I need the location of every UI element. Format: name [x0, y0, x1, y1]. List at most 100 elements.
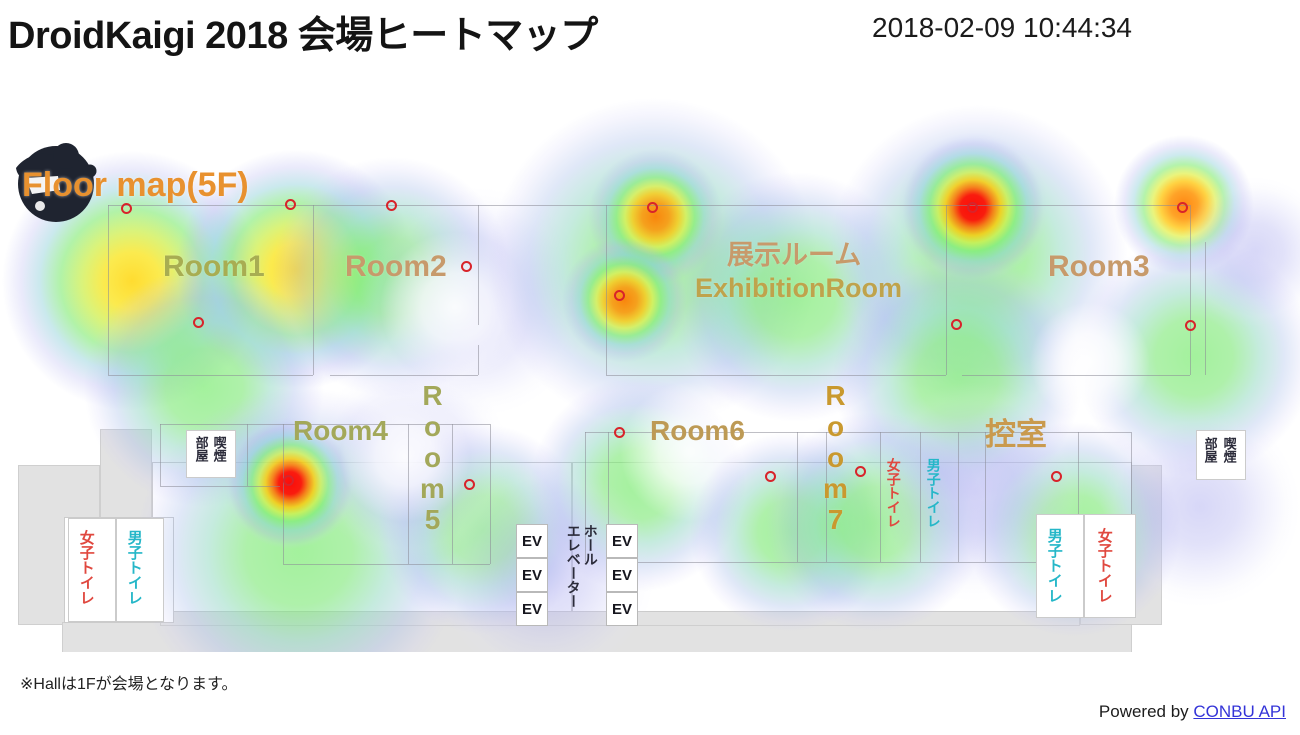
smoking-room-right-label-part1: 部屋 — [1202, 437, 1218, 463]
elevator-hall-label-1: エレベーター — [565, 524, 582, 608]
floor-map-label: Floor map(5F) — [22, 166, 249, 204]
wall — [452, 424, 453, 564]
wall — [585, 432, 586, 562]
room-label-room2: Room2 — [345, 250, 447, 283]
wall — [1205, 242, 1206, 375]
toilet-women-left-box[interactable] — [68, 518, 116, 622]
wall — [985, 432, 986, 562]
wall — [160, 424, 490, 425]
wall — [880, 432, 881, 562]
wall — [478, 205, 479, 325]
elevator-left-2[interactable]: EV — [516, 558, 548, 592]
sensor-dot[interactable] — [283, 475, 294, 486]
room-label-exhibition-jp: 展示ルーム — [727, 240, 862, 270]
wall — [962, 375, 1190, 376]
conbu-api-link[interactable]: CONBU API — [1193, 702, 1286, 721]
toilet-men-left: 男子トイレ — [125, 530, 143, 605]
sensor-dot[interactable] — [1177, 202, 1188, 213]
wall — [108, 375, 313, 376]
room-label-room3: Room3 — [1048, 250, 1150, 283]
page-title: DroidKaigi 2018 会場ヒートマップ — [8, 15, 598, 57]
sensor-dot[interactable] — [951, 319, 962, 330]
smoking-room-left-label-part2: 喫煙 — [211, 436, 227, 462]
sensor-dot[interactable] — [1185, 320, 1196, 331]
sensor-dot[interactable] — [647, 202, 658, 213]
sensor-dot[interactable] — [765, 471, 776, 482]
powered-by: Powered by CONBU API — [1099, 702, 1286, 722]
sensor-dot[interactable] — [193, 317, 204, 328]
wall — [330, 375, 478, 376]
room-label-exhibition-en: ExhibitionRoom — [695, 273, 902, 303]
wall — [608, 432, 609, 562]
sensor-dot[interactable] — [855, 466, 866, 477]
sensor-dot[interactable] — [464, 479, 475, 490]
heat-blob — [1180, 102, 1300, 402]
room-label-room4: Room4 — [293, 415, 388, 446]
smoking-room-right[interactable] — [1196, 430, 1246, 480]
wall — [108, 205, 109, 375]
shell-block-left-upper — [100, 429, 152, 525]
room-label-room5: Room5 — [417, 380, 448, 535]
sensor-dot[interactable] — [614, 290, 625, 301]
wall — [1190, 205, 1191, 375]
page-header: DroidKaigi 2018 会場ヒートマップ 2018-02-09 10:4… — [0, 0, 1300, 62]
heat-blob — [588, 144, 723, 289]
powered-by-prefix: Powered by — [1098, 702, 1194, 721]
elevator-right-1[interactable]: EV — [606, 524, 638, 558]
room-label-greenroom: 控室 — [985, 417, 1047, 452]
elevator-left-1[interactable]: EV — [516, 524, 548, 558]
plate-left-rooms — [152, 462, 572, 612]
heat-blob — [562, 230, 687, 370]
wall — [408, 424, 409, 564]
sensor-dot[interactable] — [1051, 471, 1062, 482]
wall — [160, 424, 161, 486]
elevator-hall-label-2: ホール — [582, 524, 599, 566]
elevator-right-2[interactable]: EV — [606, 558, 638, 592]
wall — [313, 205, 314, 375]
floor-map-logo: Floor map(5F) — [6, 138, 296, 226]
floor-map-heatmap[interactable]: 部屋 喫煙 部屋 喫煙 女子トイレ 男子トイレ 女子トイレ 男子トイレ 男子トイ… — [0, 62, 1300, 652]
elevator-left-3[interactable]: EV — [516, 592, 548, 626]
wall — [283, 564, 490, 565]
wall — [608, 562, 1131, 563]
heat-blob — [360, 172, 590, 432]
toilet-women-left: 女子トイレ — [77, 530, 95, 605]
conbu-logo-icon — [16, 143, 97, 222]
wall — [1078, 432, 1079, 562]
smoking-room-left[interactable] — [186, 430, 236, 478]
smoking-room-right-label-part2: 喫煙 — [1221, 437, 1237, 463]
toilet-men-mid[interactable]: 男子トイレ — [925, 458, 942, 528]
sensor-dot[interactable] — [121, 203, 132, 214]
sensor-dot[interactable] — [461, 261, 472, 272]
wall — [606, 205, 607, 375]
timestamp: 2018-02-09 10:44:34 — [872, 12, 1132, 43]
toilet-women-right: 女子トイレ — [1095, 528, 1113, 603]
sensor-dot[interactable] — [386, 200, 397, 211]
wall — [1131, 432, 1132, 562]
room-label-room1: Room1 — [163, 250, 265, 283]
toilet-men-left-box[interactable] — [116, 518, 164, 622]
toilet-men-right: 男子トイレ — [1045, 528, 1063, 603]
sensor-dot[interactable] — [285, 199, 296, 210]
room-label-room6: Room6 — [650, 415, 745, 446]
shell-block-bottom — [62, 622, 1132, 652]
wall — [160, 486, 280, 487]
wall — [490, 424, 491, 564]
wall — [946, 205, 947, 375]
wall — [585, 432, 1131, 433]
elevator-right-3[interactable]: EV — [606, 592, 638, 626]
wall — [920, 432, 921, 562]
wall — [958, 432, 959, 562]
wall — [797, 432, 798, 562]
wall — [283, 424, 284, 564]
sensor-dot[interactable] — [967, 202, 978, 213]
footnote: ※Hallは1Fが会場となります。 — [20, 676, 238, 693]
sensor-dot[interactable] — [614, 427, 625, 438]
toilet-women-mid[interactable]: 女子トイレ — [885, 458, 902, 528]
toilet-men-right-box[interactable] — [1036, 514, 1084, 618]
wall — [247, 424, 248, 486]
toilet-women-right-box[interactable] — [1084, 514, 1136, 618]
smoking-room-left-label-part1: 部屋 — [193, 436, 209, 462]
wall — [826, 432, 827, 562]
